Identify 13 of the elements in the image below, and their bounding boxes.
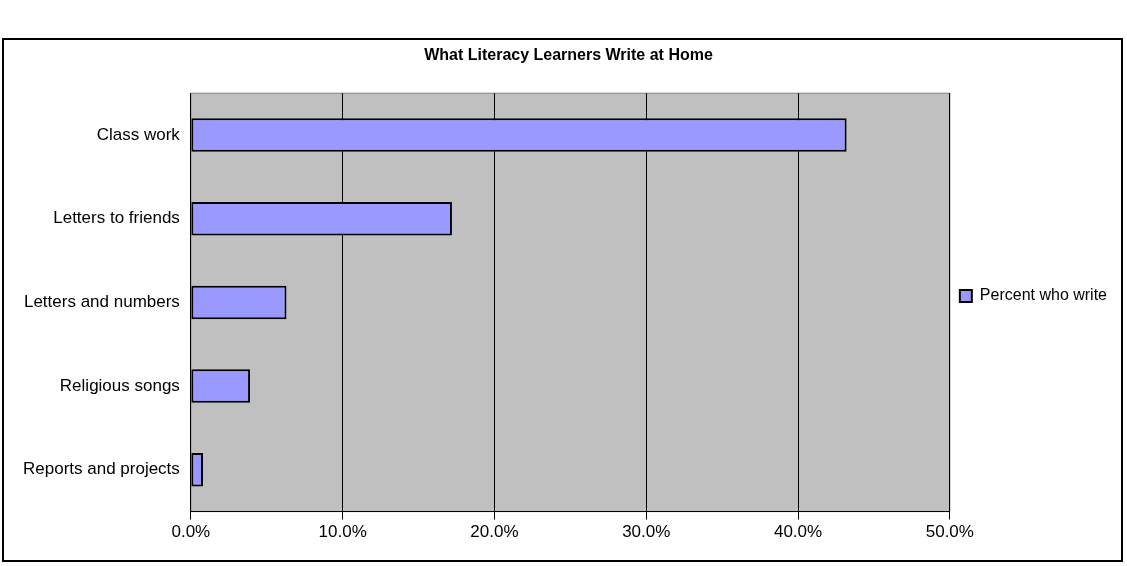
x-tick-label: 0.0%: [171, 522, 211, 542]
x-tick-label: 50.0%: [925, 522, 974, 542]
y-tick-label: Class work: [96, 124, 181, 144]
x-tick-label: 30.0%: [622, 522, 671, 542]
x-tick-label: 20.0%: [470, 522, 519, 542]
legend-label: Percent who write: [979, 286, 1108, 304]
x-tick-label: 10.0%: [318, 522, 367, 542]
y-tick-label: Reports and projects: [22, 459, 180, 479]
y-tick-label: Religious songs: [59, 375, 180, 395]
y-tick-label: Letters and numbers: [23, 292, 180, 312]
x-tick-label: 40.0%: [773, 522, 823, 542]
y-tick-label: Letters to friends: [53, 208, 180, 228]
chart-title: What Literacy Learners Write at Home: [424, 46, 713, 64]
